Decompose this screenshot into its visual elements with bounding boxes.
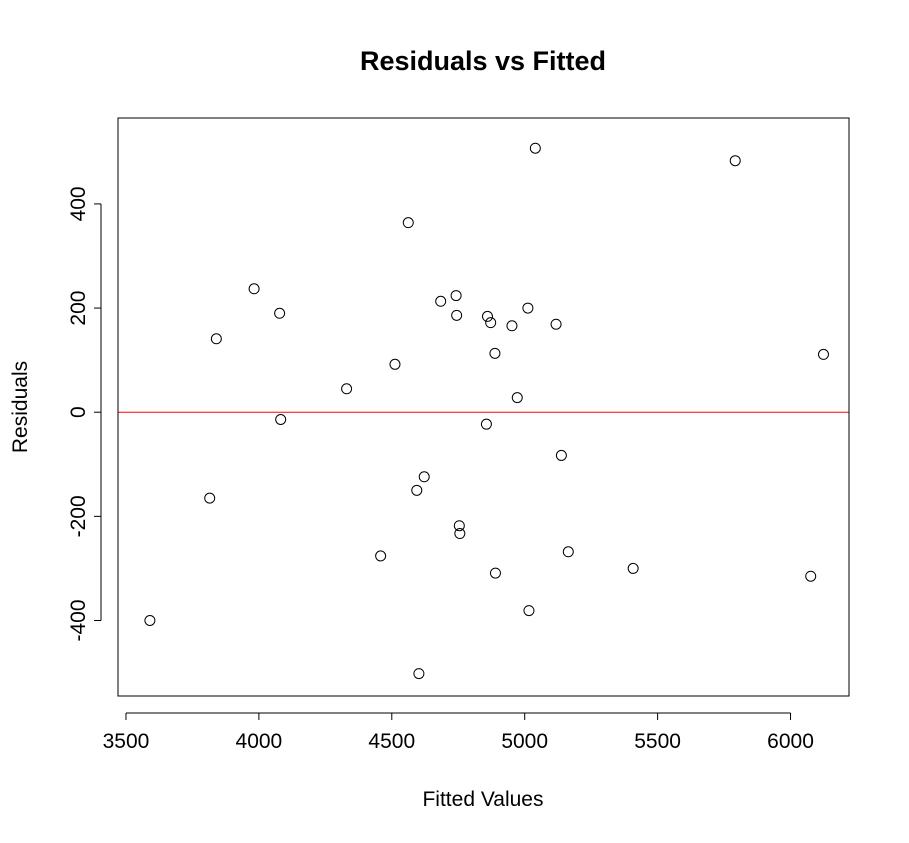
data-point <box>411 484 423 496</box>
axes-layer: 3500 4000 4500 5000 5500 6000 -400 -200 0 200 400 <box>67 186 814 753</box>
data-point <box>729 155 741 167</box>
y-tick-label: 400 <box>67 186 90 221</box>
x-tick-label: 3500 <box>103 730 150 753</box>
data-point <box>523 605 535 617</box>
x-tick-label: 5500 <box>634 730 681 753</box>
points-layer <box>144 142 829 680</box>
y-tick-label: -400 <box>67 599 90 641</box>
data-point <box>817 348 829 360</box>
y-axis-label: Residuals <box>9 361 32 453</box>
data-point <box>485 317 497 329</box>
data-point <box>550 318 562 330</box>
data-point <box>341 383 353 395</box>
data-point <box>522 302 534 314</box>
data-point <box>454 528 466 540</box>
x-tick-label: 4000 <box>236 730 283 753</box>
data-point <box>451 309 463 321</box>
data-point <box>489 567 501 579</box>
data-point <box>375 550 387 562</box>
y-tick-label: -200 <box>67 495 90 537</box>
data-point <box>627 562 639 574</box>
y-tick-label: 0 <box>67 406 90 418</box>
data-point <box>453 520 465 532</box>
y-tick-label: 200 <box>67 291 90 326</box>
data-point <box>413 668 425 680</box>
data-point <box>529 142 541 154</box>
data-point <box>210 333 222 345</box>
data-point <box>511 392 523 404</box>
data-point <box>389 358 401 370</box>
x-axis-label: Fitted Values <box>422 788 543 811</box>
data-point <box>248 283 260 295</box>
data-point <box>450 290 462 302</box>
data-point <box>402 217 414 229</box>
data-point <box>274 307 286 319</box>
data-point <box>204 492 216 504</box>
data-point <box>555 449 567 461</box>
data-point <box>275 413 287 425</box>
plot-frame <box>117 117 850 697</box>
data-point <box>805 570 817 582</box>
x-tick-label: 6000 <box>767 730 814 753</box>
data-point <box>418 471 430 483</box>
data-point <box>435 295 447 307</box>
x-tick-label: 4500 <box>368 730 415 753</box>
data-point <box>144 614 156 626</box>
data-point <box>481 310 493 322</box>
data-point <box>480 418 492 430</box>
x-tick-label: 5000 <box>501 730 548 753</box>
data-point <box>506 320 518 332</box>
data-point <box>489 347 501 359</box>
chart-title: Residuals vs Fitted <box>360 46 606 76</box>
data-point <box>562 546 574 558</box>
